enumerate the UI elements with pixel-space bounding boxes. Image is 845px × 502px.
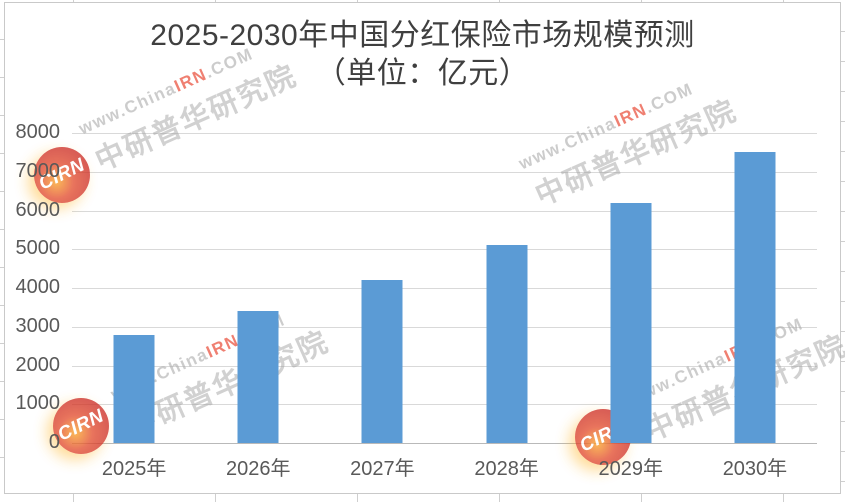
y-axis-tick-label: 4000 [15,276,61,298]
chart-title-block: 2025-2030年中国分红保险市场规模预测 （单位：亿元） [0,17,845,93]
bar-slot [320,133,444,443]
gridline [72,404,817,406]
gridline [72,365,817,367]
gridline [72,210,817,212]
y-axis-tick-label: 6000 [15,198,61,221]
bar-2028年 [486,245,528,443]
plot-area [72,133,817,444]
spreadsheet-column-tick-stubs-top [0,0,845,2]
spreadsheet-column-tick-stubs-bottom [0,494,845,502]
bar-slot [196,133,320,443]
y-axis-labels: 8000 7000 6000 5000 4000 3000 2000 1000 0 [0,0,61,502]
chart-title: 2025-2030年中国分红保险市场规模预测 [150,19,695,52]
y-axis-tick-label: 0 [48,431,60,453]
y-axis-tick-label: 7000 [15,159,61,182]
bar-slot [72,133,196,443]
bar-slot [445,133,569,443]
bar-2026年 [237,311,279,443]
y-axis-tick-label: 3000 [15,314,61,337]
gridline [72,326,817,328]
spreadsheet-row-tick-stubs-left [0,2,4,493]
gridline [72,288,817,289]
bar-slot [569,133,693,443]
bar-2027年 [361,280,403,443]
bar-2029年 [610,202,652,443]
x-axis-tick-label: 2025年 [101,458,167,480]
x-axis-line [72,443,817,444]
x-axis-labels: 2025年 2026年 2027年 2028年 2029年 2030年 [72,452,817,481]
x-axis-tick-label: 2027年 [350,458,415,480]
x-axis-tick-label: 2028年 [474,458,539,480]
y-axis-tick-label: 1000 [15,392,61,415]
bar-2025年 [113,334,155,443]
x-axis-tick-label: 2030年 [722,458,788,480]
y-axis-tick-label: 5000 [15,237,61,260]
chart-frame-border [4,2,841,494]
bars [72,133,817,443]
bar-2030年 [734,152,776,443]
spreadsheet-row-tick-stubs-right [841,2,845,493]
gridline [72,171,817,173]
gridline [72,133,817,134]
x-axis-tick-label: 2029年 [598,458,664,480]
chart-subtitle: （单位：亿元） [315,57,530,90]
y-axis-tick-label: 2000 [15,353,61,376]
gridline [72,249,817,251]
y-axis-tick-label: 8000 [15,121,61,143]
x-axis-tick-label: 2026年 [226,458,291,480]
bar-slot [693,133,817,443]
